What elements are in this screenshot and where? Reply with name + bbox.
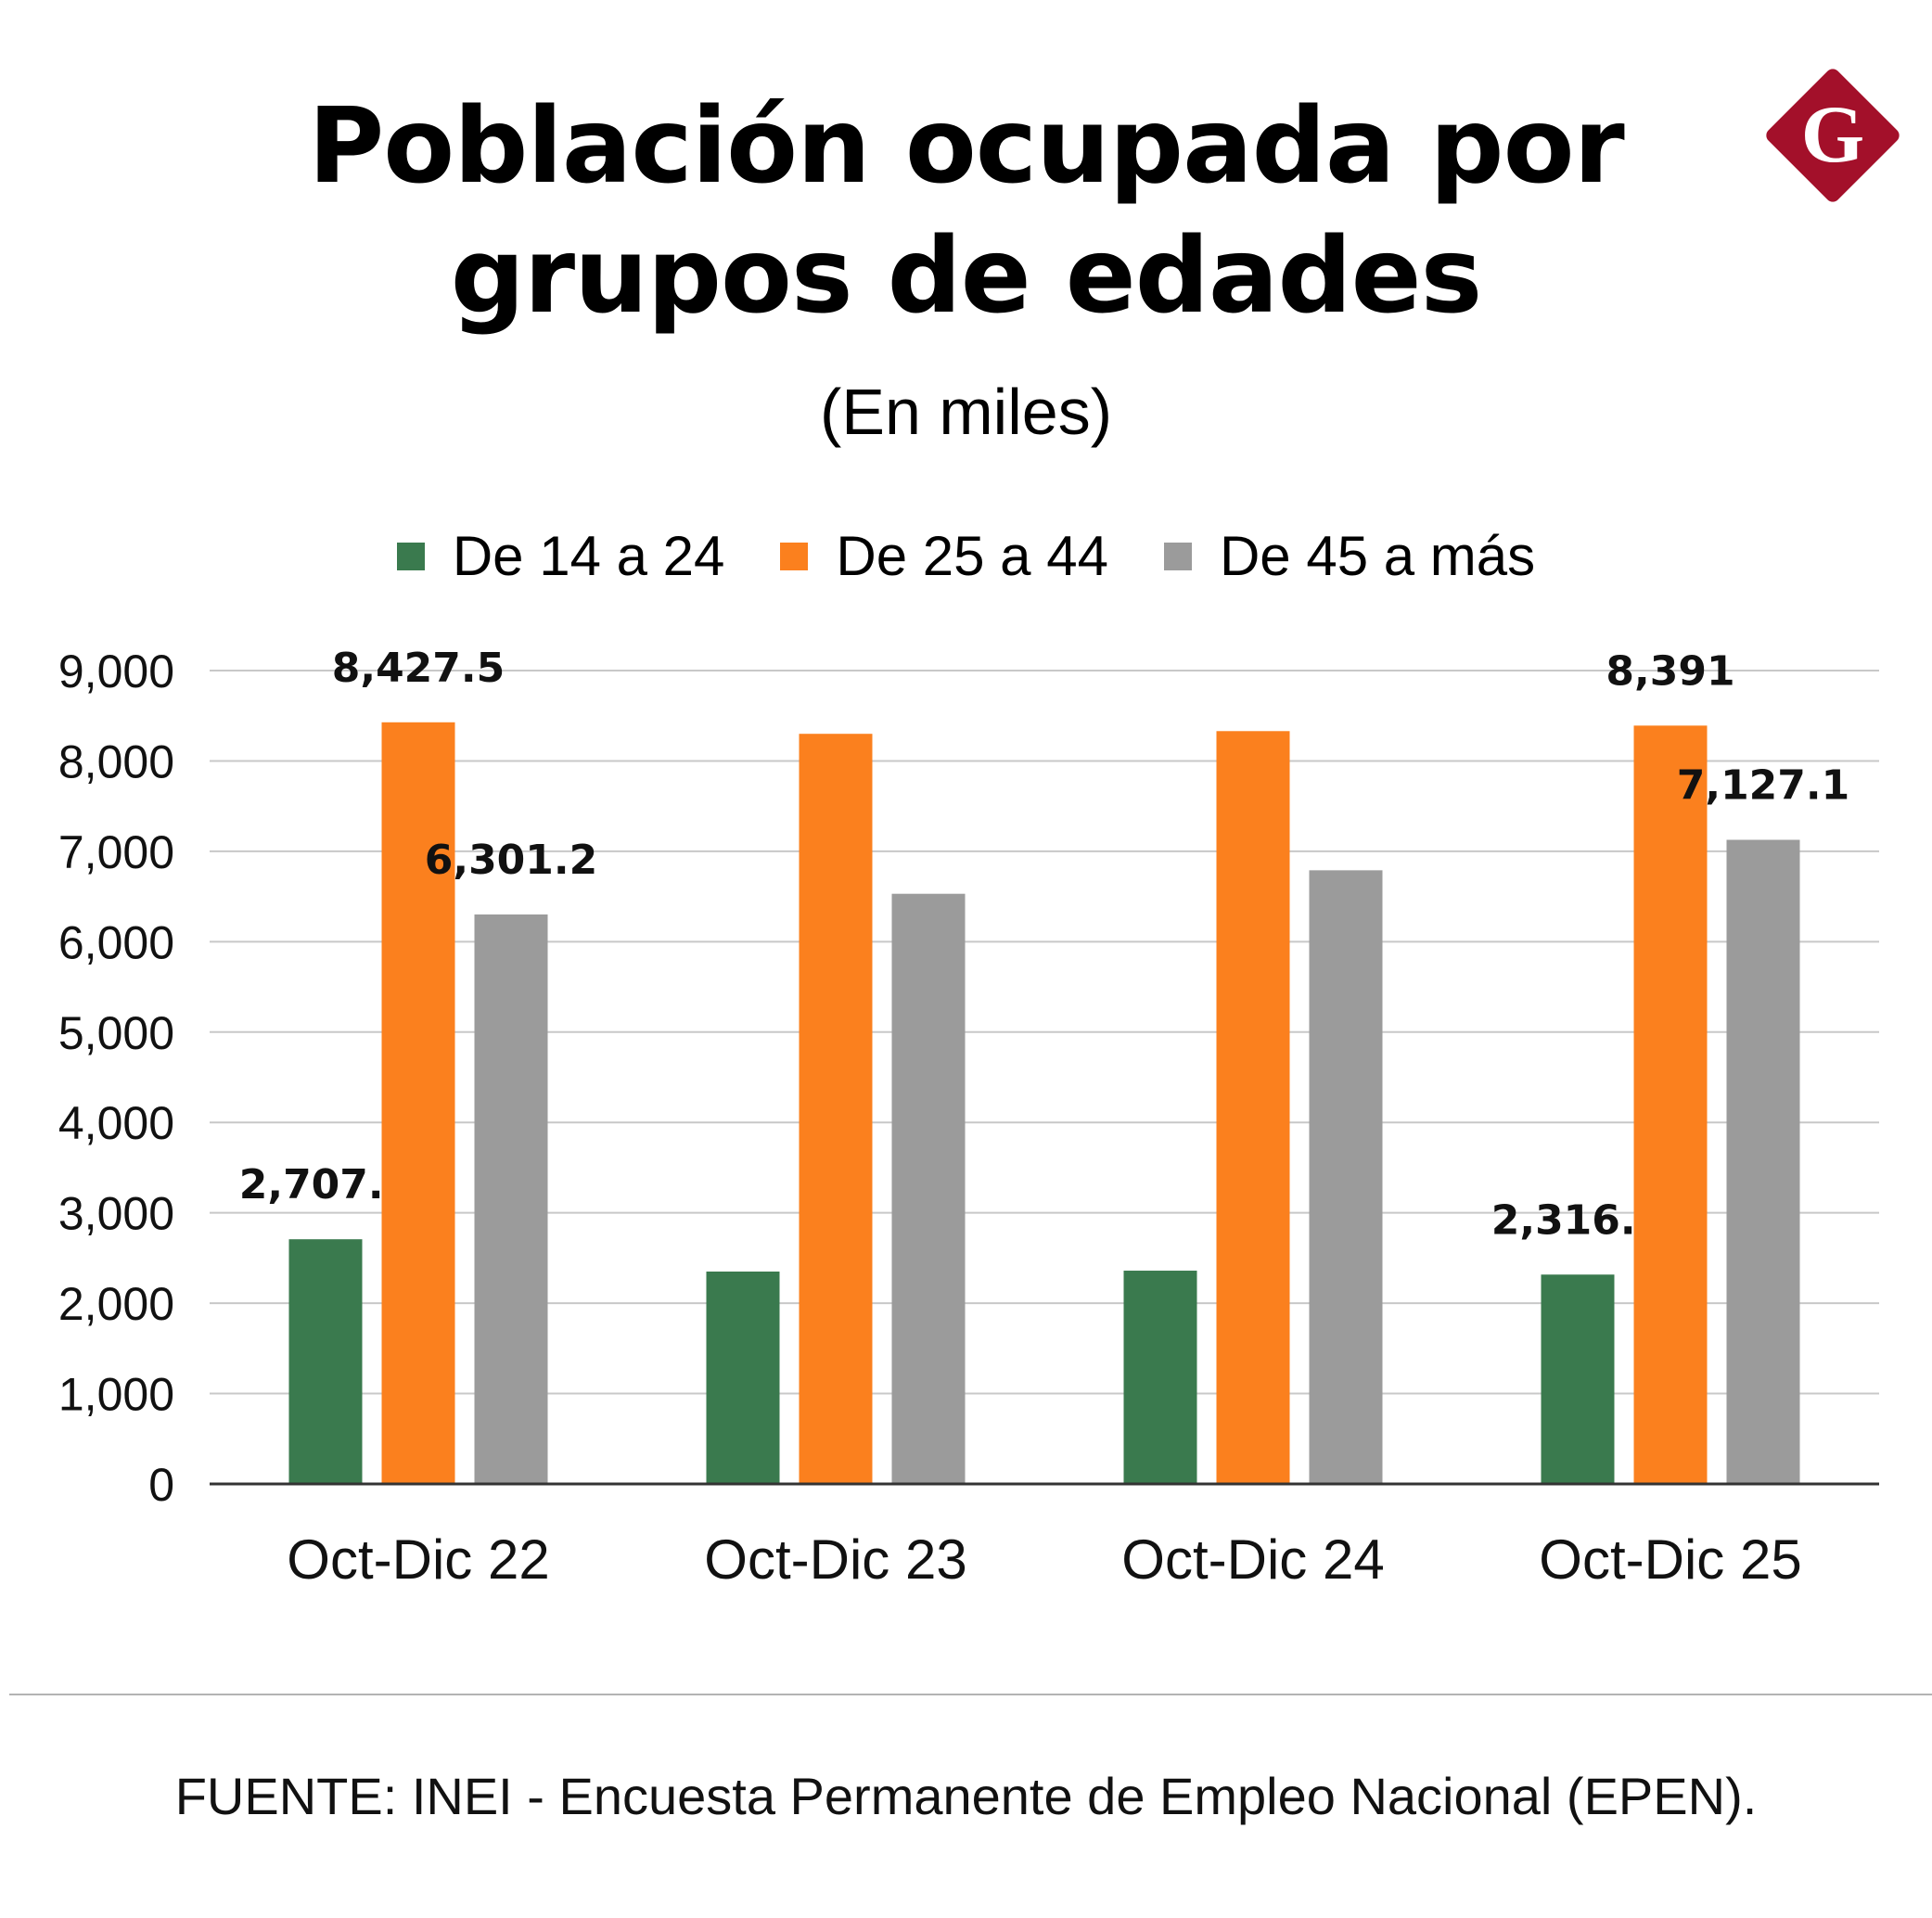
y-tick-label: 9,000 xyxy=(58,646,174,697)
data-label: 6,301.2 xyxy=(425,837,598,884)
bar xyxy=(381,722,455,1484)
logo-letter: G xyxy=(1801,90,1864,180)
bar-chart: 0 1,000 2,000 3,000 4,000 5,000 6,000 7,000 8,00… xyxy=(58,645,1879,1591)
bar xyxy=(1726,839,1800,1484)
bar xyxy=(288,1239,363,1484)
x-tick-label: Oct-Dic 23 xyxy=(704,1528,966,1591)
title-line-2: grupos de edades xyxy=(450,216,1483,337)
legend-label: De 25 a 44 xyxy=(836,525,1108,587)
legend-swatch xyxy=(1163,543,1192,570)
y-tick-label: 4,000 xyxy=(58,1097,174,1149)
bar xyxy=(1309,870,1383,1484)
chart-legend: De 14 a 24 De 25 a 44 De 45 a más xyxy=(0,519,1932,594)
x-tick-label: Oct-Dic 22 xyxy=(287,1528,549,1591)
footer-divider xyxy=(9,1694,1932,1695)
legend-item: De 25 a 44 xyxy=(780,524,1108,589)
data-label: 7,127.1 xyxy=(1677,762,1850,810)
logo-diamond xyxy=(1766,69,1900,202)
title-line-1: Población ocupada por xyxy=(308,86,1625,207)
y-tick-label: 1,000 xyxy=(58,1369,174,1421)
data-label: 8,391 xyxy=(1606,647,1734,695)
legend-item: De 14 a 24 xyxy=(396,524,725,589)
legend-swatch xyxy=(396,543,425,570)
source-note: FUENTE: INEI - Encuesta Permanente de Em… xyxy=(174,1767,1758,1825)
gestion-logo: G xyxy=(1766,69,1900,202)
chart-subtitle: (En miles) xyxy=(819,376,1113,448)
y-tick-label: 0 xyxy=(148,1459,174,1511)
legend-label: De 14 a 24 xyxy=(452,525,725,587)
bar xyxy=(891,893,966,1484)
y-tick-label: 6,000 xyxy=(58,916,174,968)
y-tick-label: 3,000 xyxy=(58,1188,174,1240)
bar xyxy=(1633,725,1708,1484)
legend-label: De 45 a más xyxy=(1219,525,1536,587)
x-tick-label: Oct-Dic 24 xyxy=(1121,1528,1384,1591)
y-tick-label: 8,000 xyxy=(58,735,174,787)
bar xyxy=(1216,731,1290,1484)
bar xyxy=(1123,1271,1197,1484)
bar xyxy=(706,1272,780,1484)
chart-title: Población ocupada por grupos de edades xyxy=(0,82,1932,341)
x-tick-label: Oct-Dic 25 xyxy=(1539,1528,1801,1591)
bar xyxy=(799,734,873,1484)
legend-swatch xyxy=(780,543,809,570)
legend-item: De 45 a más xyxy=(1163,524,1536,589)
bar xyxy=(1541,1274,1615,1484)
y-tick-label: 7,000 xyxy=(58,826,174,878)
y-tick-label: 5,000 xyxy=(58,1007,174,1059)
y-tick-label: 2,000 xyxy=(58,1278,174,1330)
bar xyxy=(474,914,548,1484)
data-label: 8,427.5 xyxy=(332,645,505,692)
